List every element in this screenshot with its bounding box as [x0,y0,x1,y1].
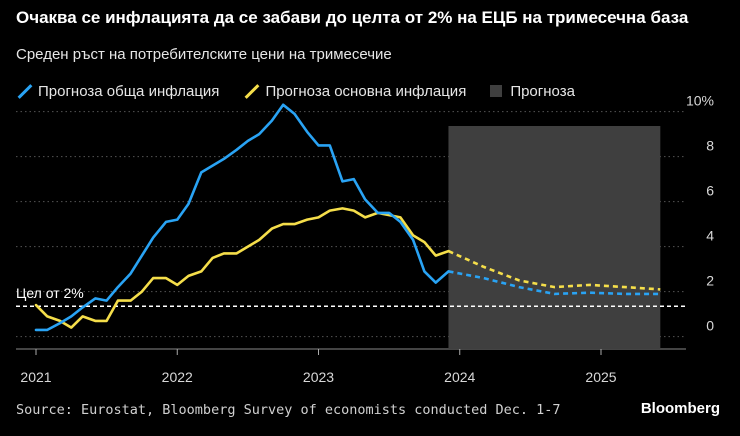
series-line-headline-forecast [448,270,661,296]
x-tick-label-2022: 2022 [162,369,193,385]
series-line-headline-actual [34,103,450,332]
x-tick-label-2021: 2021 [20,369,51,385]
forecast-shade [448,126,661,349]
bloomberg-logo: Bloomberg [640,400,720,417]
x-tick-label-2024: 2024 [444,369,475,385]
legend-box-icon-forecast [490,85,503,97]
legend-item-core: Прогноза основна инфлация [243,83,466,100]
legend-label-core: Прогноза основна инфлация [265,82,467,100]
legend-label-forecast: Прогноза [510,82,575,100]
target-label: Цел от 2% [16,285,84,301]
y-tick-label-6: 6 [706,183,714,199]
y-tick-label-4: 4 [706,228,714,244]
series-line-core-actual [34,207,450,329]
y-tick-label-8: 8 [706,138,714,154]
y-tick-label-10: 10% [686,93,714,109]
chart-title: Очаква се инфлацията да се забави до цел… [16,8,689,27]
chart-subtitle: Среден ръст на потребителските цени на т… [16,46,392,63]
y-tick-label-2: 2 [706,273,714,289]
legend-item-forecast: Прогноза [490,83,575,100]
x-tick-label-2023: 2023 [303,369,334,385]
target-line: Цел от 2% [16,285,686,307]
legend-item-headline: Прогноза обща инфлация [16,83,219,100]
series-line-core-forecast [447,249,661,291]
y-axis: 0 2 4 6 8 10% [686,93,714,334]
x-tick-label-2025: 2025 [585,369,616,385]
y-tick-label-0: 0 [706,318,714,334]
x-axis: 2021 2022 2023 2024 2025 [20,349,617,385]
forecast-region [448,126,661,349]
source-note: Source: Eurostat, Bloomberg Survey of ec… [16,402,561,418]
legend-label-headline: Прогноза обща инфлация [38,82,220,100]
series-group [34,103,661,332]
legend: Прогноза обща инфлация Прогноза основна … [16,81,599,101]
